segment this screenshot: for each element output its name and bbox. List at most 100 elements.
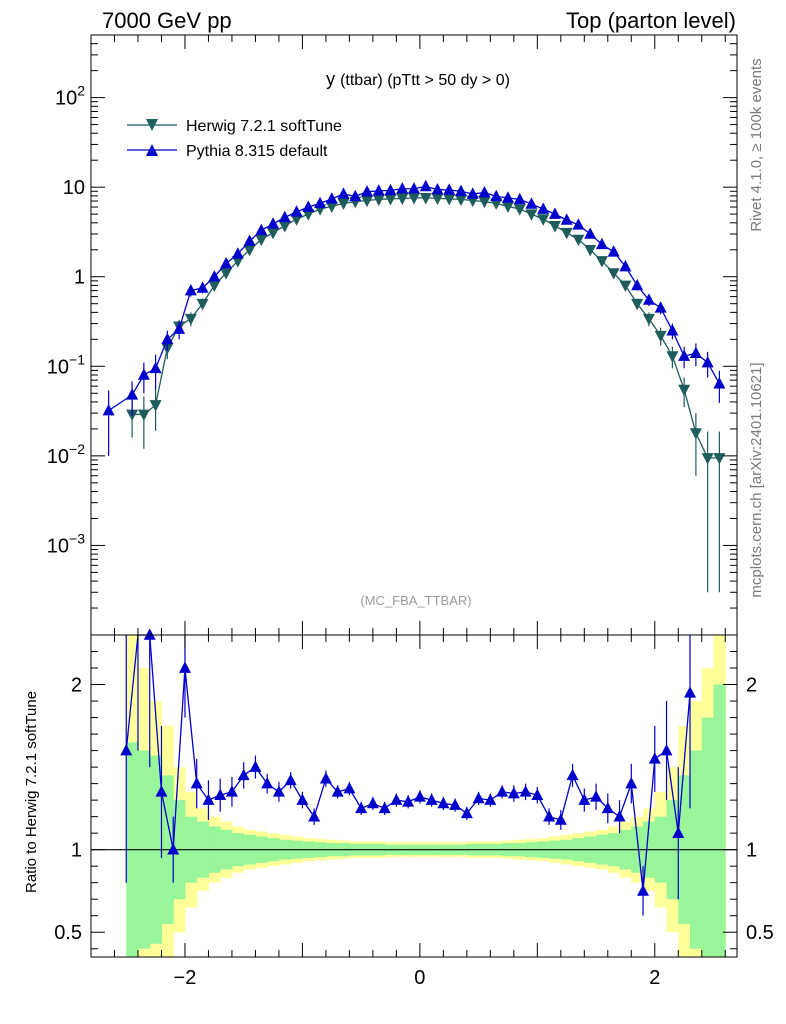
y-tick-label: 102	[55, 83, 85, 110]
ratio-point	[331, 785, 344, 797]
ratio-point	[272, 785, 285, 797]
data-point	[490, 189, 503, 202]
data-point	[337, 198, 350, 210]
ratio-point	[402, 795, 415, 807]
ratio-point	[249, 760, 262, 772]
data-point	[149, 361, 162, 374]
data-point	[642, 293, 655, 305]
data-point	[278, 210, 291, 223]
data-point	[255, 223, 268, 236]
legend-pythia-label: Pythia 8.315 default	[186, 143, 328, 160]
ratio-y-tick-label-right: 0.5	[746, 922, 774, 944]
ratio-point	[237, 768, 250, 781]
side-text-rivet: Rivet 4.1.0, ≥ 100k events	[748, 58, 765, 231]
data-point	[548, 221, 561, 233]
ratio-point	[472, 791, 485, 804]
data-point	[137, 409, 150, 422]
legend-herwig-label: Herwig 7.2.1 softTune	[186, 118, 342, 135]
ratio-point	[590, 790, 603, 802]
side-text-source: mcplots.cern.ch [arXiv:2401.10621]	[748, 362, 765, 597]
y-tick-label: 10−2	[47, 441, 85, 468]
data-point	[478, 196, 491, 209]
x-tick-label: 0	[414, 967, 425, 989]
data-point	[689, 346, 702, 359]
data-point	[243, 234, 256, 246]
plot-title-sub: (ttbar) (pTtt > 50 dy > 0)	[340, 72, 510, 89]
data-point	[243, 244, 256, 257]
y-tick-base: 10	[47, 356, 69, 378]
ratio-plot: 2 2 1 1 0.5 0.5 −2 0 2	[54, 628, 774, 989]
ratio-point	[308, 810, 321, 822]
data-point	[196, 281, 209, 293]
y-tick-label: 10	[63, 177, 85, 199]
legend-herwig: Herwig 7.2.1 softTune	[127, 118, 342, 135]
ratio-band-inner	[713, 684, 726, 957]
ratio-point	[390, 793, 403, 805]
data-point	[678, 349, 691, 361]
ratio-point	[496, 785, 509, 797]
legend-pythia: Pythia 8.315 default	[127, 143, 328, 160]
x-tick-label: −2	[174, 967, 197, 989]
data-point	[126, 388, 139, 400]
ratio-point	[684, 686, 697, 698]
ratio-point	[366, 796, 379, 809]
data-point	[595, 256, 608, 268]
ratio-point	[554, 813, 567, 825]
data-point	[713, 453, 726, 465]
data-point	[584, 227, 597, 239]
y-tick-label: 1	[74, 267, 85, 289]
data-point	[548, 207, 561, 219]
ratio-point	[625, 777, 638, 789]
plot-title: y (ttbar) (pTtt > 50 dy > 0)	[326, 69, 510, 89]
ratio-point	[261, 777, 274, 789]
data-point	[419, 179, 432, 192]
data-point	[431, 193, 444, 205]
data-point	[619, 259, 632, 272]
data-point	[384, 194, 397, 206]
data-point	[337, 187, 350, 199]
ratio-point	[143, 628, 156, 640]
ratio-point	[155, 785, 168, 797]
y-tick-label: 10−3	[47, 530, 85, 557]
data-point	[184, 313, 197, 326]
data-point	[102, 404, 115, 416]
data-point	[325, 201, 338, 213]
ratio-plot-frame	[90, 634, 738, 958]
data-point	[396, 193, 409, 205]
data-point	[701, 453, 714, 465]
data-point	[408, 182, 420, 194]
plot-title-main: y	[326, 69, 335, 89]
data-point	[349, 189, 362, 202]
ratio-point	[484, 793, 497, 805]
ratio-y-tick-label: 1	[71, 840, 82, 862]
ratio-point	[449, 798, 462, 810]
data-point	[490, 198, 503, 210]
data-point	[396, 182, 409, 194]
data-point	[361, 185, 374, 197]
ratio-point	[648, 752, 661, 764]
ratio-point	[167, 843, 180, 855]
ratio-point	[202, 793, 215, 805]
ratio-point	[178, 661, 191, 673]
data-point	[361, 195, 374, 208]
ratio-y-tick-label-right: 2	[746, 675, 757, 697]
ratio-point	[613, 810, 626, 822]
data-point	[208, 280, 221, 293]
data-point	[255, 234, 268, 247]
ratio-point	[355, 801, 368, 814]
data-point	[149, 400, 162, 412]
data-point	[478, 185, 491, 198]
data-point	[137, 368, 150, 380]
data-point	[267, 227, 280, 240]
ratio-point	[672, 826, 685, 838]
data-point	[314, 196, 327, 209]
data-point	[220, 268, 233, 280]
ratio-y-tick-label: 2	[71, 675, 82, 697]
legend: Herwig 7.2.1 softTune Pythia 8.315 defau…	[127, 118, 342, 160]
data-point	[419, 193, 432, 205]
x-tick-label: 2	[649, 967, 660, 989]
data-point	[654, 301, 667, 313]
ratio-point	[507, 786, 520, 799]
header-left: 7000 GeV pp	[102, 8, 232, 33]
ratio-point	[225, 785, 238, 797]
